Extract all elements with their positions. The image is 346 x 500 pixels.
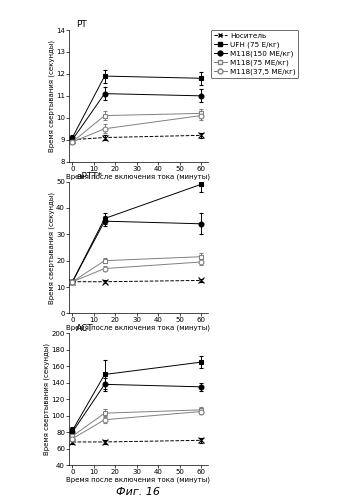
Text: Фиг. 16: Фиг. 16 [116,487,161,497]
X-axis label: Время после включения тока (минуты): Время после включения тока (минуты) [66,173,210,180]
Y-axis label: Время свертывания (секунды): Время свертывания (секунды) [48,192,55,304]
Legend: Носитель, UFH (75 Е/кг), M118(150 МЕ/кг), M118(75 МЕ/кг), M118(37,5 МЕ/кг): Носитель, UFH (75 Е/кг), M118(150 МЕ/кг)… [211,30,298,78]
Text: PT: PT [76,20,87,29]
Y-axis label: Время свертывания (секунды): Время свертывания (секунды) [48,40,55,152]
Y-axis label: Время свертывания (секунды): Время свертывания (секунды) [44,343,50,455]
Text: aPTT*: aPTT* [76,172,102,181]
X-axis label: Время после включения тока (минуты): Время после включения тока (минуты) [66,325,210,332]
Text: ACT: ACT [76,324,94,332]
X-axis label: Время после включения тока (минуты): Время после включения тока (минуты) [66,476,210,483]
